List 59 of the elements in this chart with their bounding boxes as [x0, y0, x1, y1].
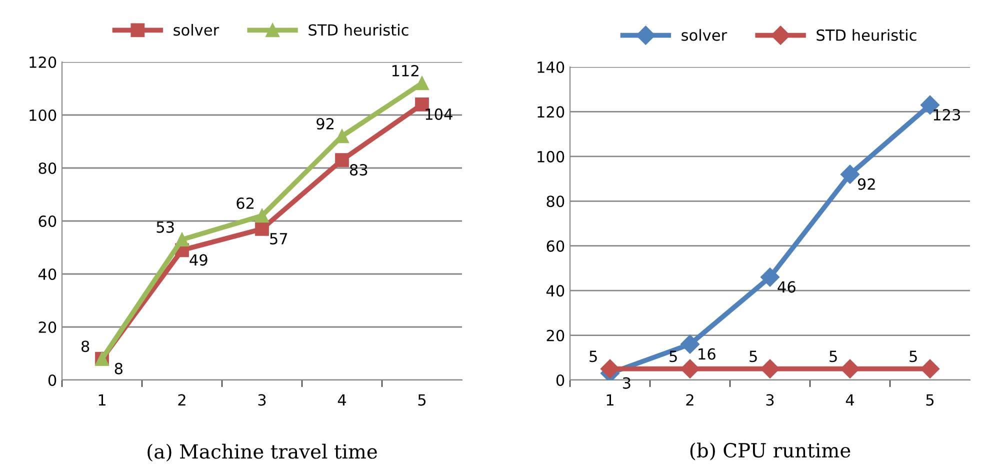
y-tick-label: 40	[38, 268, 56, 280]
legend-label: STD heuristic	[308, 24, 408, 36]
data-label: 5	[590, 350, 597, 362]
point	[175, 232, 189, 246]
y-tick-label: 60	[546, 240, 564, 252]
data-label: 123	[934, 108, 960, 121]
x-tick-label: 2	[686, 394, 694, 406]
data-label: 5	[750, 350, 757, 362]
legend-label: solver	[174, 24, 220, 36]
data-label: 46	[778, 281, 796, 293]
data-label: 49	[190, 254, 208, 266]
point	[335, 153, 349, 167]
x-tick-label: 2	[178, 394, 186, 406]
point	[335, 129, 349, 144]
x-tick-label: 4	[338, 394, 346, 406]
x-tick-label: 3	[258, 394, 266, 406]
data-label: 3	[622, 377, 630, 389]
y-tick-label: 20	[546, 330, 564, 342]
y-tick-label: 120	[30, 56, 56, 68]
y-tick-label: 60	[38, 215, 56, 228]
y-tick-label: 20	[38, 321, 56, 334]
legend-label: STD heuristic	[816, 29, 916, 41]
y-tick-label: 140	[538, 61, 564, 74]
data-label: 57	[270, 233, 288, 244]
data-label: 8	[114, 362, 122, 374]
data-label: 53	[156, 221, 174, 233]
y-tick-label: 120	[538, 106, 564, 118]
x-tick-label: 3	[766, 394, 774, 406]
data-label: 62	[236, 197, 254, 210]
point	[255, 222, 269, 236]
y-tick-label: 80	[546, 196, 564, 208]
data-label: 8	[82, 340, 90, 352]
x-tick-label: 4	[846, 394, 854, 406]
legend-label: solver	[682, 29, 728, 41]
data-label: 5	[670, 350, 677, 362]
point	[255, 208, 269, 223]
point	[415, 76, 429, 90]
data-label: 92	[858, 178, 875, 190]
data-label: 112	[392, 64, 418, 76]
data-label: 104	[426, 108, 452, 120]
text: (a) Machine travel time	[148, 444, 377, 462]
point	[680, 334, 700, 354]
x-tick-label: 5	[926, 394, 934, 406]
text: (b) CPU runtime	[690, 442, 850, 460]
y-tick-label: 100	[538, 150, 564, 162]
data-label: 5	[830, 350, 837, 362]
y-tick-label: 80	[38, 162, 56, 174]
data-label: 16	[698, 348, 716, 360]
x-tick-label: 1	[98, 394, 106, 406]
y-tick-label: 40	[546, 285, 564, 297]
data-label: 5	[910, 350, 917, 362]
data-label: 83	[350, 164, 368, 176]
x-tick-label: 1	[606, 394, 614, 406]
point	[840, 164, 860, 184]
y-tick-label: 100	[30, 109, 56, 122]
data-label: 92	[316, 118, 334, 130]
y-tick-label: 0	[556, 374, 564, 386]
x-tick-label: 5	[418, 394, 426, 406]
y-tick-label: 0	[48, 374, 56, 386]
